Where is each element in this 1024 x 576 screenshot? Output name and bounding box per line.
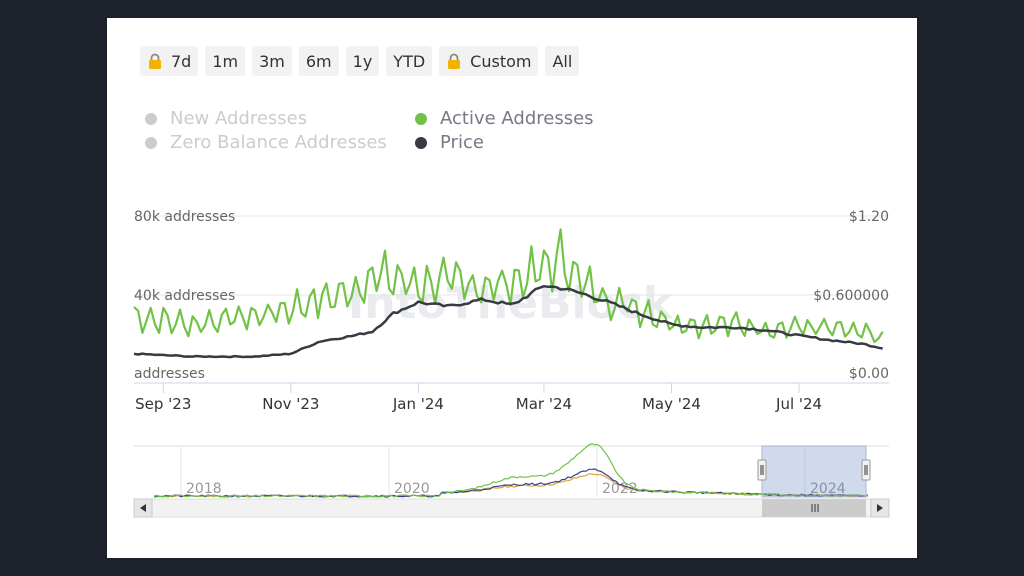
- x-tick-label: Nov '23: [262, 395, 319, 413]
- y-left-tick-label: 80k addresses: [134, 209, 235, 225]
- y-right-tick-label: $0.600000: [813, 288, 889, 304]
- range-button-label: 1y: [352, 51, 373, 71]
- scroll-right-button[interactable]: [870, 498, 890, 518]
- range-button-label: YTD: [393, 51, 426, 71]
- chart-card: 7d 1m 3m 6m 1y YTD Custom All New Addresses Zer…: [107, 18, 917, 558]
- arrow-right-icon: [877, 504, 883, 512]
- range-button-1y[interactable]: 1y: [345, 46, 380, 76]
- legend-item-active-addresses[interactable]: Active Addresses: [415, 108, 594, 129]
- range-button-label: 1m: [212, 51, 239, 71]
- range-button-label: 7d: [171, 51, 192, 71]
- range-button-custom[interactable]: Custom: [439, 46, 539, 76]
- legend-label: New Addresses: [170, 108, 308, 129]
- x-tick-label: Mar '24: [516, 395, 572, 413]
- x-tick-label: Jul '24: [775, 395, 822, 413]
- navigator-selection[interactable]: [761, 445, 867, 498]
- legend-dot-icon: [415, 136, 427, 149]
- x-tick-label: Jan '24: [392, 395, 444, 413]
- y-right-tick-label: $0.00: [849, 366, 889, 382]
- navigator-year-label: 2024: [810, 481, 846, 497]
- legend-item-new-addresses[interactable]: New Addresses: [145, 108, 307, 129]
- scrollbar-thumb[interactable]: [762, 499, 866, 517]
- scroll-left-button[interactable]: [133, 498, 153, 518]
- y-left-tick-label: addresses: [134, 366, 205, 382]
- navigator-handle[interactable]: [861, 459, 871, 481]
- range-button-label: All: [552, 51, 573, 71]
- navigator-handle[interactable]: [757, 459, 767, 481]
- legend-label: Active Addresses: [440, 108, 594, 129]
- legend-dot-icon: [145, 136, 157, 149]
- legend-dot-icon: [415, 112, 427, 125]
- navigator-year-label: 2018: [186, 481, 222, 497]
- range-button-label: 3m: [259, 51, 285, 71]
- y-right-tick-label: $1.20: [849, 209, 889, 225]
- lock-icon: [446, 53, 470, 69]
- navigator-line-green: [153, 443, 869, 498]
- y-left-tick-label: 40k addresses: [134, 288, 235, 304]
- range-button-3m[interactable]: 3m: [252, 46, 292, 76]
- legend-label: Zero Balance Addresses: [170, 132, 387, 153]
- x-tick-label: Sep '23: [135, 395, 191, 413]
- legend-item-price[interactable]: Price: [415, 132, 484, 153]
- range-button-label: Custom: [470, 51, 532, 71]
- range-selector: 7d 1m 3m 6m 1y YTD Custom All: [140, 46, 580, 76]
- legend-dot-icon: [145, 112, 157, 125]
- range-button-all[interactable]: All: [545, 46, 580, 76]
- lock-icon: [147, 53, 171, 69]
- legend-label: Price: [440, 132, 484, 153]
- legend-item-zero-balance-addresses[interactable]: Zero Balance Addresses: [145, 132, 387, 153]
- range-button-7d[interactable]: 7d: [140, 46, 199, 76]
- range-button-1m[interactable]: 1m: [205, 46, 246, 76]
- series-line-active-addresses: [133, 228, 884, 344]
- range-button-ytd[interactable]: YTD: [386, 46, 433, 76]
- arrow-left-icon: [140, 504, 146, 512]
- range-button-6m[interactable]: 6m: [298, 46, 339, 76]
- navigator-year-label: 2020: [394, 481, 430, 497]
- x-tick-label: May '24: [642, 395, 701, 413]
- series-line-price: [133, 284, 883, 359]
- range-button-label: 6m: [305, 51, 332, 71]
